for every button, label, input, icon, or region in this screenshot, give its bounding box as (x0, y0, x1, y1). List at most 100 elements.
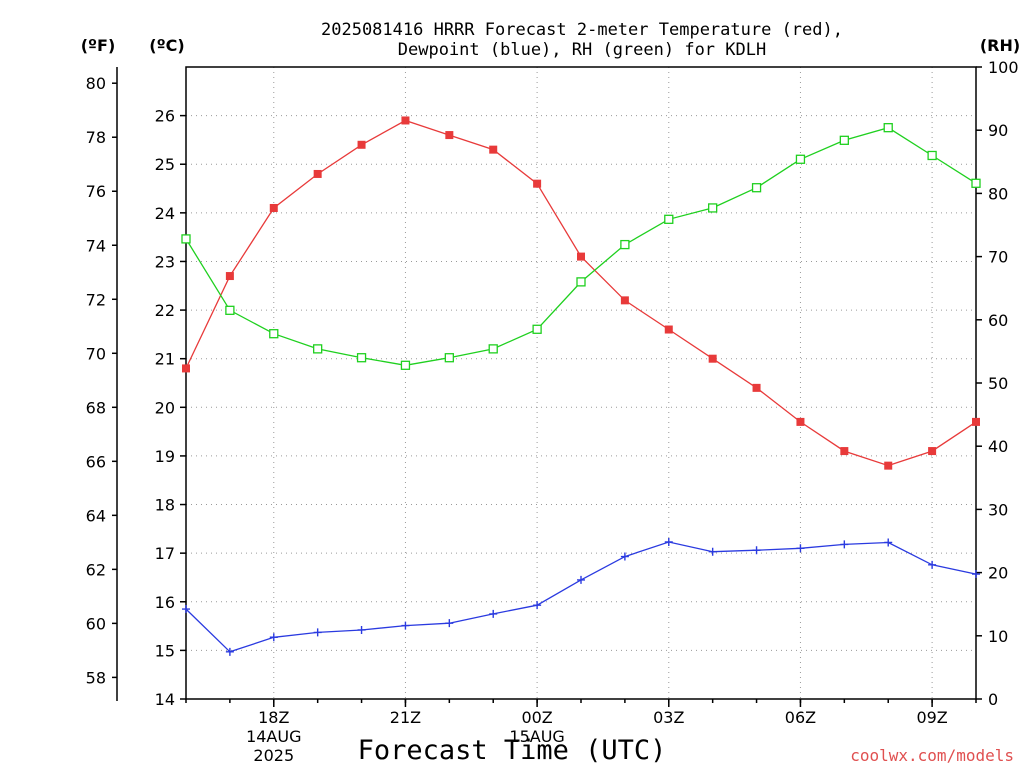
rh-point (664, 214, 674, 224)
dewpoint-point (401, 621, 410, 630)
rh-point (576, 277, 586, 287)
series-line-0 (185, 119, 977, 467)
temperature-point (928, 447, 937, 456)
rh-unit-label: (RH) (980, 36, 1020, 55)
grid-lines (186, 67, 976, 699)
x-tick-sublabel: 14AUG (246, 727, 301, 746)
rh-point (971, 178, 981, 188)
celsius-tick-label: 22 (155, 301, 175, 320)
rh-tick-label: 40 (988, 437, 1008, 456)
celsius-tick-label: 16 (155, 593, 175, 612)
fahrenheit-tick-label: 80 (86, 74, 106, 93)
temperature-point (401, 116, 410, 125)
x-tick-label: 09Z (916, 708, 947, 727)
x-tick-label: 03Z (653, 708, 684, 727)
x-axis-title: Forecast Time (UTC) (358, 735, 667, 766)
celsius-tick-label: 21 (155, 350, 175, 369)
celsius-tick-label: 17 (155, 544, 175, 563)
dewpoint-point (313, 628, 322, 637)
rh-tick-label: 90 (988, 121, 1008, 140)
rh-tick-label: 60 (988, 311, 1008, 330)
fahrenheit-tick-label: 70 (86, 344, 106, 363)
celsius-tick-label: 19 (155, 447, 175, 466)
fahrenheit-tick-label: 78 (86, 128, 106, 147)
rh-tick-label: 20 (988, 564, 1008, 583)
temperature-point (533, 179, 542, 188)
rh-point (708, 203, 718, 213)
rh-point (269, 329, 279, 339)
temperature-point (884, 461, 893, 470)
dewpoint-point (752, 546, 761, 555)
chart-subtitle: Dewpoint (blue), RH (green) for KDLH (398, 40, 766, 60)
rh-tick-label: 10 (988, 627, 1008, 646)
celsius-tick-label: 26 (155, 107, 175, 126)
rh-tick-label: 0 (988, 690, 998, 709)
rh-tick-label: 50 (988, 374, 1008, 393)
rh-point (751, 183, 762, 193)
fahrenheit-tick-label: 76 (86, 182, 106, 201)
fahrenheit-tick-label: 74 (86, 236, 106, 255)
dewpoint-point (664, 537, 673, 546)
temperature-point (357, 140, 366, 149)
rh-point (313, 344, 323, 354)
rh-tick-label: 100 (988, 58, 1019, 77)
dewpoint-point (620, 552, 629, 561)
text-layer: 2025081416 HRRR Forecast 2-meter Tempera… (81, 20, 1020, 766)
temperature-point (489, 145, 498, 154)
credit-label: coolwx.com/models (850, 746, 1014, 765)
dewpoint-point (182, 605, 190, 614)
dewpoint-point (577, 575, 585, 584)
dewpoint-point (840, 540, 849, 549)
dewpoint-point (445, 619, 454, 628)
celsius-tick-label: 20 (155, 398, 175, 417)
dewpoint-point (708, 547, 717, 556)
fahrenheit-tick-label: 68 (86, 398, 106, 417)
temperature-point (840, 447, 849, 456)
dewpoint-point (928, 560, 937, 569)
fahrenheit-tick-label: 58 (86, 668, 106, 687)
dewpoint-point (269, 633, 278, 642)
chart-title: 2025081416 HRRR Forecast 2-meter Tempera… (321, 20, 843, 40)
dewpoint-point (357, 625, 366, 634)
x-tick-label: 06Z (785, 708, 816, 727)
x-tick-label: 21Z (390, 708, 421, 727)
dewpoint-point (489, 609, 498, 618)
series-layer (181, 116, 981, 656)
rh-point (883, 123, 893, 133)
temperature-point (620, 296, 629, 305)
temperature-point (182, 364, 190, 373)
rh-tick-label: 30 (988, 500, 1008, 519)
rh-point (795, 154, 806, 164)
fahrenheit-tick-label: 60 (86, 614, 106, 633)
rh-point (400, 360, 411, 370)
plot-frame (185, 66, 977, 700)
temperature-point (796, 417, 805, 426)
celsius-tick-label: 15 (155, 641, 175, 660)
temperature-point (664, 325, 673, 334)
temperature-point (225, 272, 234, 281)
celsius-tick-label: 23 (155, 252, 175, 271)
fahrenheit-unit-label: (ºF) (81, 36, 116, 55)
rh-tick-label: 70 (988, 248, 1008, 267)
temperature-point (313, 169, 322, 178)
rh-tick-label: 80 (988, 184, 1008, 203)
series-line-2 (185, 126, 977, 366)
temperature-point (445, 131, 454, 140)
celsius-tick-label: 18 (155, 496, 175, 515)
dewpoint-point (533, 601, 542, 610)
x-tick-label: 18Z (258, 708, 289, 727)
temperature-point (752, 383, 761, 392)
celsius-unit-label: (ºC) (149, 36, 184, 55)
series-line-1 (185, 541, 977, 653)
fahrenheit-tick-label: 64 (86, 506, 106, 525)
rh-point (927, 150, 937, 161)
rh-point (356, 353, 367, 363)
x-tick-sublabel: 15AUG (509, 727, 564, 746)
rh-point (532, 324, 542, 334)
rh-point (620, 239, 630, 250)
rh-point (444, 353, 454, 363)
dewpoint-point (972, 570, 980, 579)
temperature-point (972, 417, 980, 426)
